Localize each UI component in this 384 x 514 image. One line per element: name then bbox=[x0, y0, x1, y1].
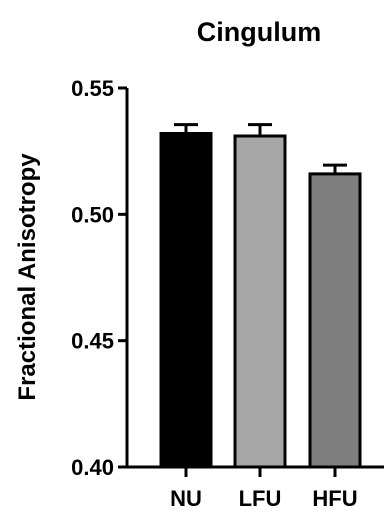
bar-hfu bbox=[308, 172, 362, 469]
bar-nu bbox=[159, 131, 213, 469]
y-tick-label: 0.40 bbox=[71, 455, 114, 480]
x-tick-label: HFU bbox=[312, 486, 357, 511]
x-tick-label: NU bbox=[170, 486, 202, 511]
chart-title: Cingulum bbox=[197, 17, 321, 47]
bar-lfu bbox=[233, 134, 287, 469]
y-tick-label: 0.55 bbox=[71, 76, 114, 101]
y-axis-label: Fractional Anisotropy bbox=[14, 153, 41, 401]
error-bars bbox=[174, 123, 347, 174]
x-tick-label: LFU bbox=[239, 486, 282, 511]
x-axis-ticks: NU LFU HFU bbox=[170, 467, 358, 511]
y-axis-ticks: 0.40 0.45 0.50 0.55 bbox=[71, 76, 127, 480]
bars bbox=[159, 131, 362, 469]
y-tick-label: 0.45 bbox=[71, 329, 114, 354]
y-tick-label: 0.50 bbox=[71, 202, 114, 227]
